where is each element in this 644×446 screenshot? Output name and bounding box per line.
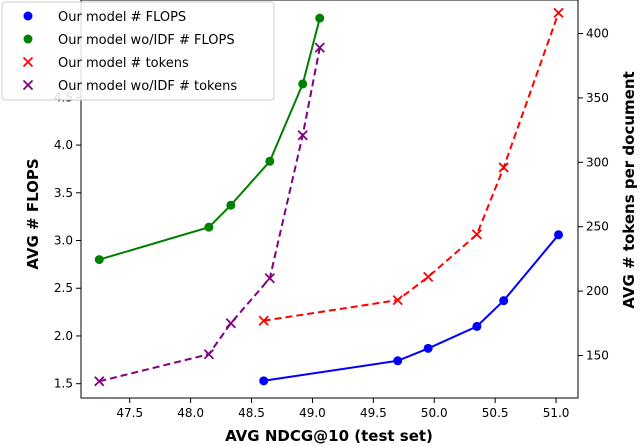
x-axis: 47.5 48.0 48.5 49.0 49.5 50.0 50.5 51.0 <box>116 398 569 420</box>
data-point <box>225 318 236 329</box>
series-line <box>263 234 560 382</box>
data-point <box>499 296 509 306</box>
plot-frame <box>80 0 579 399</box>
y-tick-label: 3.0 <box>54 234 73 248</box>
y-tick-label: 1.5 <box>54 377 73 391</box>
x-tick-label: 50.0 <box>421 406 448 420</box>
series-line <box>99 17 321 261</box>
series-layer <box>94 7 564 387</box>
y-tick-label: 2.5 <box>54 281 73 295</box>
data-point <box>472 321 482 331</box>
data-point <box>94 255 104 265</box>
x-tick-label: 49.5 <box>360 406 387 420</box>
y-tick-label: 4.0 <box>54 138 73 152</box>
data-point <box>94 376 105 387</box>
y2-tick-label: 200 <box>586 284 609 298</box>
data-point <box>423 343 433 353</box>
data-point-stroke <box>498 162 509 173</box>
data-point <box>554 230 564 240</box>
y-tick-label: 3.5 <box>54 186 73 200</box>
y2-tick-label: 300 <box>586 155 609 169</box>
data-point-stroke <box>297 130 308 141</box>
data-point-stroke <box>314 42 325 53</box>
series-1 <box>259 230 564 386</box>
data-point-stroke <box>225 318 236 329</box>
legend-marker <box>22 79 34 91</box>
x-axis-label: AVG NDCG@10 (test set) <box>225 427 433 445</box>
data-point <box>226 200 236 210</box>
legend-marker-stroke <box>22 79 34 91</box>
data-point <box>553 7 564 19</box>
data-point <box>264 273 275 284</box>
data-point <box>393 356 403 366</box>
legend: Our model # FLOPS Our model wo/IDF # FLOP… <box>1 1 275 101</box>
y2-tick-label: 400 <box>586 26 609 40</box>
data-point-stroke <box>264 273 275 284</box>
legend-label: Our model wo/IDF # FLOPS <box>58 33 235 48</box>
y2-tick-label: 150 <box>586 348 609 362</box>
data-point <box>259 376 269 386</box>
data-point-stroke <box>203 349 215 360</box>
y2-axis-label: AVG # tokens per document <box>620 71 638 308</box>
data-point <box>204 222 214 232</box>
data-point <box>265 156 275 166</box>
y-axis-right: 150 200 250 300 350 400 <box>578 26 609 362</box>
data-point <box>297 130 308 141</box>
series-line <box>99 47 321 383</box>
data-point <box>392 294 403 306</box>
y-tick-label: 2.0 <box>54 329 73 343</box>
data-point <box>315 13 325 23</box>
data-point-stroke <box>471 229 483 240</box>
y2-tick-label: 350 <box>586 91 609 105</box>
x-tick-label: 50.5 <box>482 406 509 420</box>
x-tick-label: 49.0 <box>299 406 326 420</box>
x-tick-label: 51.0 <box>543 406 570 420</box>
data-point-stroke <box>392 294 403 306</box>
data-point <box>314 42 325 53</box>
x-tick-label: 47.5 <box>116 406 143 420</box>
x-tick-label: 48.5 <box>238 406 265 420</box>
y-axis-label: AVG # FLOPS <box>24 158 42 269</box>
legend-label: Our model # tokens <box>58 56 189 71</box>
data-point <box>258 315 269 326</box>
legend-marker <box>22 56 34 68</box>
series-line <box>263 12 560 322</box>
data-point-stroke <box>258 315 269 326</box>
legend-marker-stroke <box>22 56 34 68</box>
series-2 <box>94 13 325 265</box>
y2-tick-label: 250 <box>586 220 609 234</box>
data-point-stroke <box>423 271 434 283</box>
series-4 <box>94 42 325 387</box>
data-point <box>298 79 308 89</box>
y-axis-left: 1.52.02.53.03.54.04.5 <box>54 90 81 391</box>
legend-box <box>1 1 275 101</box>
legend-label: Our model # FLOPS <box>58 10 186 25</box>
x-tick-label: 48.0 <box>177 406 204 420</box>
data-point <box>471 229 483 240</box>
legend-marker <box>23 11 33 21</box>
data-point-stroke <box>553 7 564 19</box>
series-3 <box>258 7 564 326</box>
legend-marker <box>23 34 33 44</box>
data-point <box>498 162 509 173</box>
legend-label: Our model wo/IDF # tokens <box>58 79 237 94</box>
data-point <box>203 349 215 360</box>
data-point <box>423 271 434 283</box>
data-point-stroke <box>94 376 105 387</box>
